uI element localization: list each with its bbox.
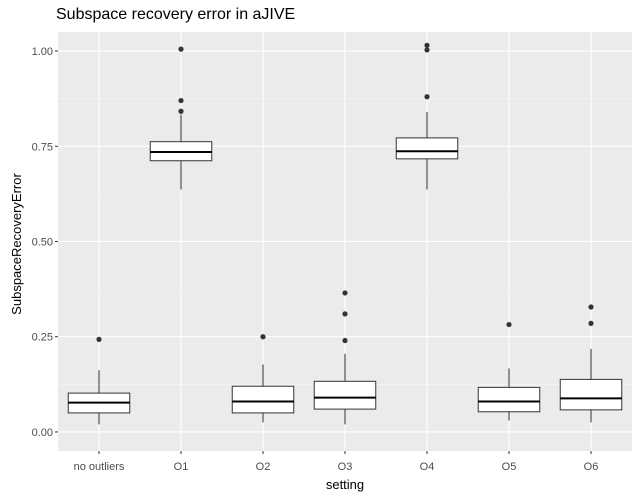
iqr-box [477,386,541,413]
boxes-layer [67,42,623,425]
y-tick-label: 0.75 [32,141,53,153]
iqr-box [559,378,623,411]
x-tick-label: O6 [584,461,599,473]
outlier-point [588,320,594,326]
y-tick-label: 0.25 [32,332,53,344]
box-no-outliers [67,336,131,425]
x-tick-label: O4 [420,461,435,473]
outlier-point [424,42,430,48]
x-axis-label: setting [326,477,364,492]
box-o5 [477,321,541,421]
outlier-point [96,336,102,342]
box-o6 [559,304,623,423]
x-tick-label: no outliers [74,461,125,473]
x-tick-label: O3 [338,461,353,473]
x-tick-label: O5 [502,461,517,473]
outlier-point [342,311,348,317]
y-tick-label: 1.00 [32,46,53,58]
box-o4 [395,42,459,190]
outlier-point [424,94,430,100]
outlier-point [342,290,348,296]
box-o2 [231,334,295,423]
iqr-box [313,380,377,410]
outlier-point [178,108,184,114]
y-tick-label: 0.50 [32,237,53,249]
outlier-point [506,321,512,328]
iqr-box [231,385,295,414]
outlier-point [260,334,266,340]
box-o3 [313,290,377,425]
chart-title: Subspace recovery error in aJIVE [56,6,296,23]
y-axis-label: SubspaceRecoveryError [9,173,24,315]
outlier-point [588,304,594,310]
x-tick-label: O1 [174,461,189,473]
axis-ticks: 0.00 0.25 0.50 0.75 1.00 no outliers O1 O2 O3 O4 O… [32,46,599,473]
outlier-point [342,337,348,344]
box-o1 [149,46,213,190]
outlier-point [178,46,184,52]
y-tick-label: 0.00 [32,427,53,439]
x-tick-label: O2 [256,461,271,473]
outlier-point [178,97,184,104]
outlier-point [424,47,430,53]
iqr-box [395,137,459,160]
